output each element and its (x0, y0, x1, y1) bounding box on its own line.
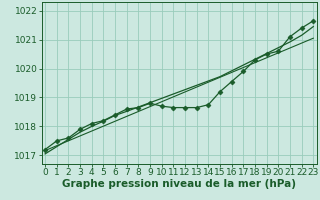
X-axis label: Graphe pression niveau de la mer (hPa): Graphe pression niveau de la mer (hPa) (62, 179, 296, 189)
